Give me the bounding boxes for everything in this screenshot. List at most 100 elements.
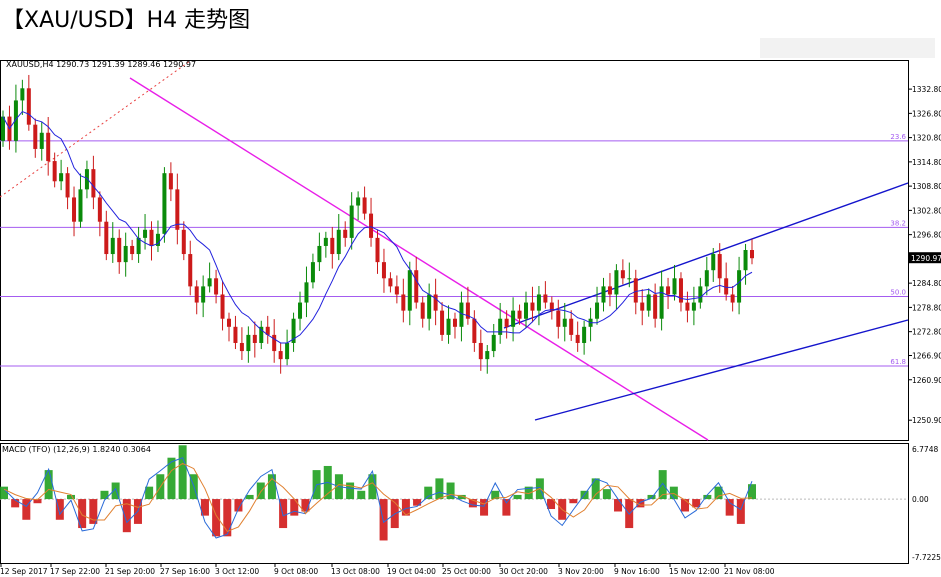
candle-body xyxy=(569,318,574,335)
macd-line xyxy=(3,457,753,539)
price-tick-label: 1250.90 xyxy=(912,416,941,425)
candle-body xyxy=(188,254,193,287)
candle-body xyxy=(13,100,18,141)
candle-body xyxy=(704,270,709,287)
macd-bar xyxy=(401,499,410,516)
candle-body xyxy=(97,197,102,222)
macd-bar xyxy=(357,490,366,500)
candle-body xyxy=(646,294,651,311)
candle-body xyxy=(724,278,729,295)
macd-header: MACD (TFO) (12,26,9) 1.8240 0.3064 xyxy=(2,445,151,454)
price-tick-label: 1320.80 xyxy=(912,134,941,143)
price-chart-frame xyxy=(0,60,909,441)
candle-body xyxy=(362,197,367,214)
candle-body xyxy=(549,302,554,311)
candle-body xyxy=(440,310,445,335)
candle-body xyxy=(168,173,173,190)
candle-body xyxy=(356,197,361,206)
candle-body xyxy=(343,229,348,238)
macd-bar xyxy=(379,499,388,541)
macd-bar xyxy=(290,499,299,516)
macd-bar xyxy=(111,482,120,500)
candle-body xyxy=(407,270,412,311)
macd-panel-border xyxy=(0,443,909,564)
price-tick-label: 1284.80 xyxy=(912,279,941,288)
candle-body xyxy=(582,326,587,343)
candle-body xyxy=(298,302,303,319)
macd-bar xyxy=(748,484,756,500)
candle-body xyxy=(633,278,638,303)
candle-body xyxy=(730,294,735,303)
time-tick-label: 15 Nov 12:00 xyxy=(669,567,720,576)
candle-body xyxy=(627,278,632,280)
macd-bar xyxy=(681,499,690,512)
fib-label-23.6: 23.6 xyxy=(890,133,906,141)
macd-bar xyxy=(513,494,522,500)
candle-body xyxy=(220,294,225,319)
macd-bar xyxy=(279,499,288,529)
price-axis: 1332.80 1326.80 1320.80 1314.80 1308.80 1302.… xyxy=(908,85,941,425)
candle-body xyxy=(317,245,322,263)
candle-body xyxy=(750,250,754,259)
macd-bar xyxy=(167,457,176,500)
time-tick-label: 25 Oct 00:00 xyxy=(442,567,491,576)
candle-body xyxy=(175,189,180,230)
time-tick-label: 21 Nov 08:00 xyxy=(724,567,775,576)
ohlc-header: XAUUSD,H4 1290.73 1291.39 1289.46 1290.9… xyxy=(6,60,196,69)
candle-body xyxy=(214,278,219,295)
macd-tick-label: -7.7225 xyxy=(912,553,941,562)
candle-body xyxy=(375,237,380,263)
macd-frame xyxy=(0,443,909,564)
macd-bar xyxy=(491,490,500,500)
candle-body xyxy=(207,278,212,287)
time-axis: 12 Sep 2017 17 Sep 22:00 21 Sep 20:00 27 Se… xyxy=(0,563,775,576)
candle-body xyxy=(39,132,44,149)
candle-body xyxy=(691,302,696,311)
candle-body xyxy=(246,334,251,352)
candle-body xyxy=(336,229,341,255)
macd-bar xyxy=(725,499,734,516)
candle-body xyxy=(672,278,677,295)
price-tick-label: 1308.80 xyxy=(912,182,941,191)
macd-bar xyxy=(301,499,310,512)
candle-body xyxy=(595,302,600,319)
macd-bar xyxy=(591,478,600,500)
macd-bar xyxy=(692,499,701,508)
macd-bar xyxy=(33,499,42,504)
candle-body xyxy=(414,270,419,303)
macd-bar xyxy=(145,486,154,500)
candle-body xyxy=(743,250,748,271)
macd-bar xyxy=(435,478,444,500)
candle-body xyxy=(511,310,516,327)
time-tick-label: 12 Sep 2017 xyxy=(0,567,48,576)
macd-bar xyxy=(0,486,8,500)
current-price-label: 1290.97 xyxy=(911,254,941,263)
candle-body xyxy=(530,302,535,311)
candle-body xyxy=(446,318,451,335)
candle-body xyxy=(524,302,529,319)
fib-levels: 23.6 38.2 50.0 61.8 xyxy=(0,133,908,367)
candle-body xyxy=(369,213,374,238)
candle-body xyxy=(130,245,135,255)
price-tick-label: 1314.80 xyxy=(912,158,941,167)
candle-body xyxy=(427,294,432,319)
dotted-fib-line xyxy=(0,60,191,198)
candle-body xyxy=(420,302,425,319)
macd-bar xyxy=(502,499,511,516)
candle-body xyxy=(640,302,645,311)
candle-body xyxy=(117,237,122,263)
macd-bar xyxy=(78,499,87,529)
candle-body xyxy=(78,189,83,222)
price-tick-label: 1302.80 xyxy=(912,206,941,215)
candles[interactable] xyxy=(1,74,754,374)
candle-body xyxy=(194,286,199,303)
time-tick-label: 9 Nov 16:00 xyxy=(614,567,660,576)
macd-bar xyxy=(569,499,578,504)
macd-bar xyxy=(66,494,75,500)
candle-body xyxy=(607,286,612,295)
candle-body xyxy=(562,318,567,327)
price-panel-border xyxy=(0,60,909,441)
candle-body xyxy=(72,197,77,222)
channel-upper-line xyxy=(503,182,909,329)
macd-bar xyxy=(223,499,232,537)
